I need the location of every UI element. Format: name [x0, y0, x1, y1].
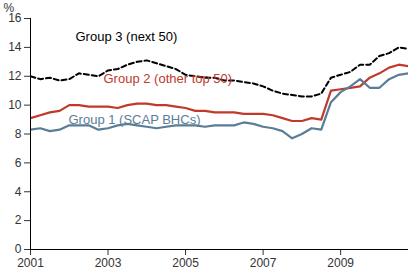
svg-text:4: 4 [15, 185, 22, 199]
svg-text:2003: 2003 [95, 256, 122, 270]
svg-text:2007: 2007 [250, 256, 277, 270]
svg-text:2009: 2009 [327, 256, 354, 270]
svg-text:6: 6 [15, 156, 22, 170]
svg-text:%: % [4, 1, 15, 15]
svg-text:2: 2 [15, 213, 22, 227]
svg-text:10: 10 [8, 98, 22, 112]
svg-text:0: 0 [15, 242, 22, 256]
svg-text:2005: 2005 [172, 256, 199, 270]
svg-text:14: 14 [8, 40, 22, 54]
svg-text:Group 3 (next 50): Group 3 (next 50) [76, 29, 178, 44]
svg-text:8: 8 [15, 127, 22, 141]
svg-text:2001: 2001 [17, 256, 44, 270]
svg-text:16: 16 [8, 11, 22, 26]
svg-text:12: 12 [8, 69, 22, 83]
svg-text:Group 1 (SCAP BHCs): Group 1 (SCAP BHCs) [69, 112, 201, 127]
svg-text:Group 2 (other top 50): Group 2 (other top 50) [104, 71, 233, 86]
